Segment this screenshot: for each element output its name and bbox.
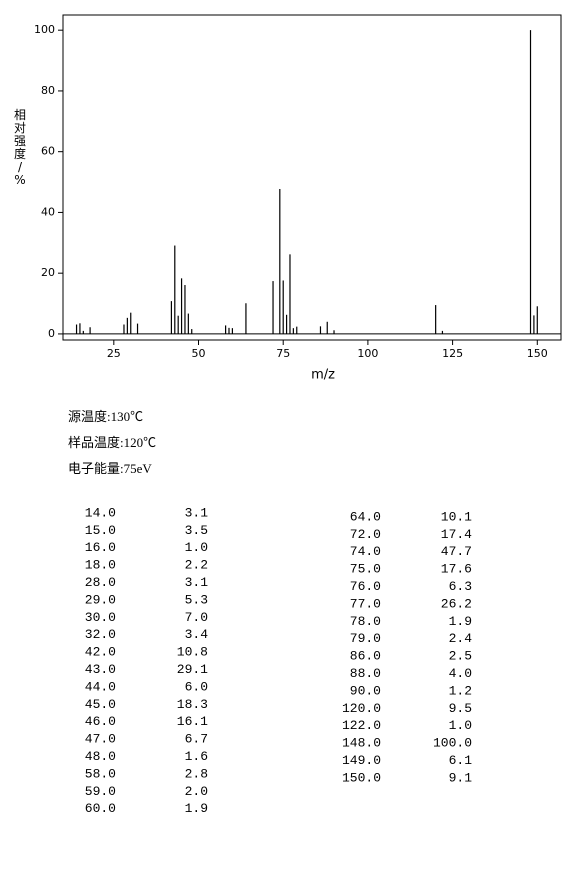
y-tick-label: 80 (41, 84, 55, 97)
mass-cell: 59.0 (85, 784, 116, 799)
intensity-cell: 6.1 (449, 753, 473, 768)
mass-cell: 74.0 (350, 544, 381, 559)
mass-cell: 30.0 (85, 610, 116, 625)
y-tick-label: 0 (48, 327, 55, 340)
intensity-cell: 100.0 (433, 736, 472, 751)
mass-cell: 79.0 (350, 631, 381, 646)
intensity-cell: 1.0 (185, 540, 208, 555)
mass-cell: 90.0 (350, 683, 381, 698)
mass-cell: 75.0 (350, 562, 381, 577)
intensity-cell: 9.5 (449, 701, 472, 716)
intensity-cell: 6.7 (185, 732, 208, 747)
y-tick-label: 60 (41, 145, 55, 158)
intensity-cell: 1.0 (449, 718, 472, 733)
x-tick-label: 100 (357, 347, 378, 360)
mass-cell: 64.0 (350, 509, 381, 524)
intensity-cell: 3.5 (185, 523, 208, 538)
intensity-cell: 2.4 (449, 631, 473, 646)
mass-cell: 14.0 (85, 505, 116, 520)
mass-cell: 16.0 (85, 540, 116, 555)
intensity-cell: 47.7 (441, 544, 472, 559)
condition: 电子能量:75eV (68, 461, 152, 476)
intensity-cell: 26.2 (441, 596, 472, 611)
x-axis-label: m/z (311, 368, 335, 383)
mass-cell: 72.0 (350, 527, 381, 542)
x-tick-label: 150 (527, 347, 548, 360)
mass-cell: 149.0 (342, 753, 381, 768)
y-tick-label: 20 (41, 266, 55, 279)
intensity-cell: 1.9 (449, 614, 472, 629)
x-tick-label: 25 (107, 347, 121, 360)
intensity-cell: 3.1 (185, 505, 209, 520)
intensity-cell: 2.2 (185, 558, 208, 573)
mass-cell: 76.0 (350, 579, 381, 594)
x-tick-label: 75 (276, 347, 290, 360)
intensity-cell: 3.1 (185, 575, 209, 590)
intensity-cell: 4.0 (449, 666, 472, 681)
y-axis-label: 相对强度/% (14, 108, 26, 187)
mass-cell: 18.0 (85, 558, 116, 573)
y-tick-label: 100 (34, 23, 55, 36)
intensity-cell: 5.3 (185, 592, 208, 607)
intensity-cell: 17.4 (441, 527, 472, 542)
intensity-cell: 6.3 (449, 579, 472, 594)
x-tick-label: 50 (192, 347, 206, 360)
mass-cell: 32.0 (85, 627, 116, 642)
condition: 样品温度:120℃ (68, 435, 156, 450)
condition: 源温度:130℃ (68, 409, 143, 424)
mass-cell: 45.0 (85, 697, 116, 712)
mass-cell: 86.0 (350, 649, 381, 664)
mass-cell: 28.0 (85, 575, 116, 590)
mass-cell: 148.0 (342, 736, 381, 751)
mass-cell: 150.0 (342, 770, 381, 785)
mass-cell: 48.0 (85, 749, 116, 764)
intensity-cell: 2.8 (185, 766, 208, 781)
intensity-cell: 1.2 (449, 683, 472, 698)
mass-cell: 88.0 (350, 666, 381, 681)
intensity-cell: 2.5 (449, 649, 472, 664)
intensity-cell: 6.0 (185, 679, 208, 694)
mass-cell: 29.0 (85, 592, 116, 607)
y-tick-label: 40 (41, 205, 55, 218)
intensity-cell: 7.0 (185, 610, 208, 625)
mass-cell: 60.0 (85, 801, 116, 816)
intensity-cell: 10.1 (441, 509, 472, 524)
intensity-cell: 1.6 (185, 749, 208, 764)
intensity-cell: 9.1 (449, 770, 473, 785)
mass-cell: 15.0 (85, 523, 116, 538)
intensity-cell: 16.1 (177, 714, 208, 729)
intensity-cell: 18.3 (177, 697, 208, 712)
mass-cell: 43.0 (85, 662, 116, 677)
mass-cell: 120.0 (342, 701, 381, 716)
intensity-cell: 1.9 (185, 801, 208, 816)
mass-cell: 47.0 (85, 732, 116, 747)
mass-cell: 42.0 (85, 645, 116, 660)
x-tick-label: 125 (442, 347, 463, 360)
mass-cell: 44.0 (85, 679, 116, 694)
intensity-cell: 3.4 (185, 627, 209, 642)
intensity-cell: 17.6 (441, 562, 472, 577)
plot-frame (62, 14, 562, 341)
mass-cell: 58.0 (85, 766, 116, 781)
mass-cell: 122.0 (342, 718, 381, 733)
intensity-cell: 10.8 (177, 645, 208, 660)
intensity-cell: 2.0 (185, 784, 208, 799)
mass-cell: 78.0 (350, 614, 381, 629)
mass-cell: 46.0 (85, 714, 116, 729)
mass-cell: 77.0 (350, 596, 381, 611)
intensity-cell: 29.1 (177, 662, 208, 677)
